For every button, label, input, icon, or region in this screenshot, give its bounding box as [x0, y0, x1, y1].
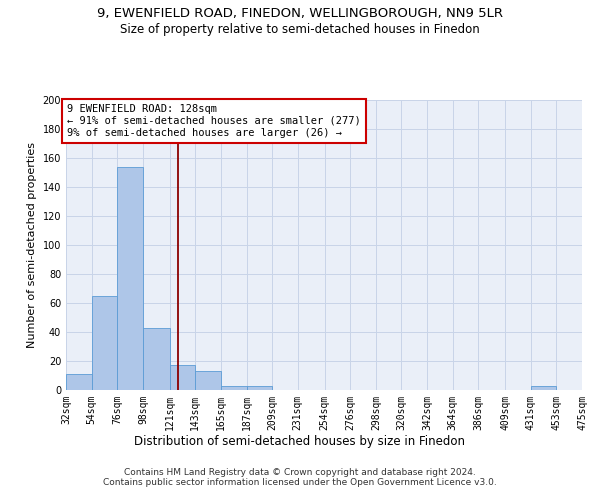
- Bar: [117, 166, 143, 390]
- Bar: [170, 366, 195, 390]
- Bar: [66, 374, 92, 390]
- Text: 9 EWENFIELD ROAD: 128sqm
← 91% of semi-detached houses are smaller (277)
9% of s: 9 EWENFIELD ROAD: 128sqm ← 91% of semi-d…: [67, 104, 361, 138]
- Bar: [92, 296, 117, 390]
- Text: Contains HM Land Registry data © Crown copyright and database right 2024.
Contai: Contains HM Land Registry data © Crown c…: [103, 468, 497, 487]
- Bar: [531, 386, 556, 390]
- Bar: [221, 386, 247, 390]
- Text: Distribution of semi-detached houses by size in Finedon: Distribution of semi-detached houses by …: [134, 435, 466, 448]
- Bar: [247, 386, 272, 390]
- Bar: [143, 328, 170, 390]
- Bar: [195, 371, 221, 390]
- Text: Size of property relative to semi-detached houses in Finedon: Size of property relative to semi-detach…: [120, 22, 480, 36]
- Text: 9, EWENFIELD ROAD, FINEDON, WELLINGBOROUGH, NN9 5LR: 9, EWENFIELD ROAD, FINEDON, WELLINGBOROU…: [97, 8, 503, 20]
- Y-axis label: Number of semi-detached properties: Number of semi-detached properties: [27, 142, 37, 348]
